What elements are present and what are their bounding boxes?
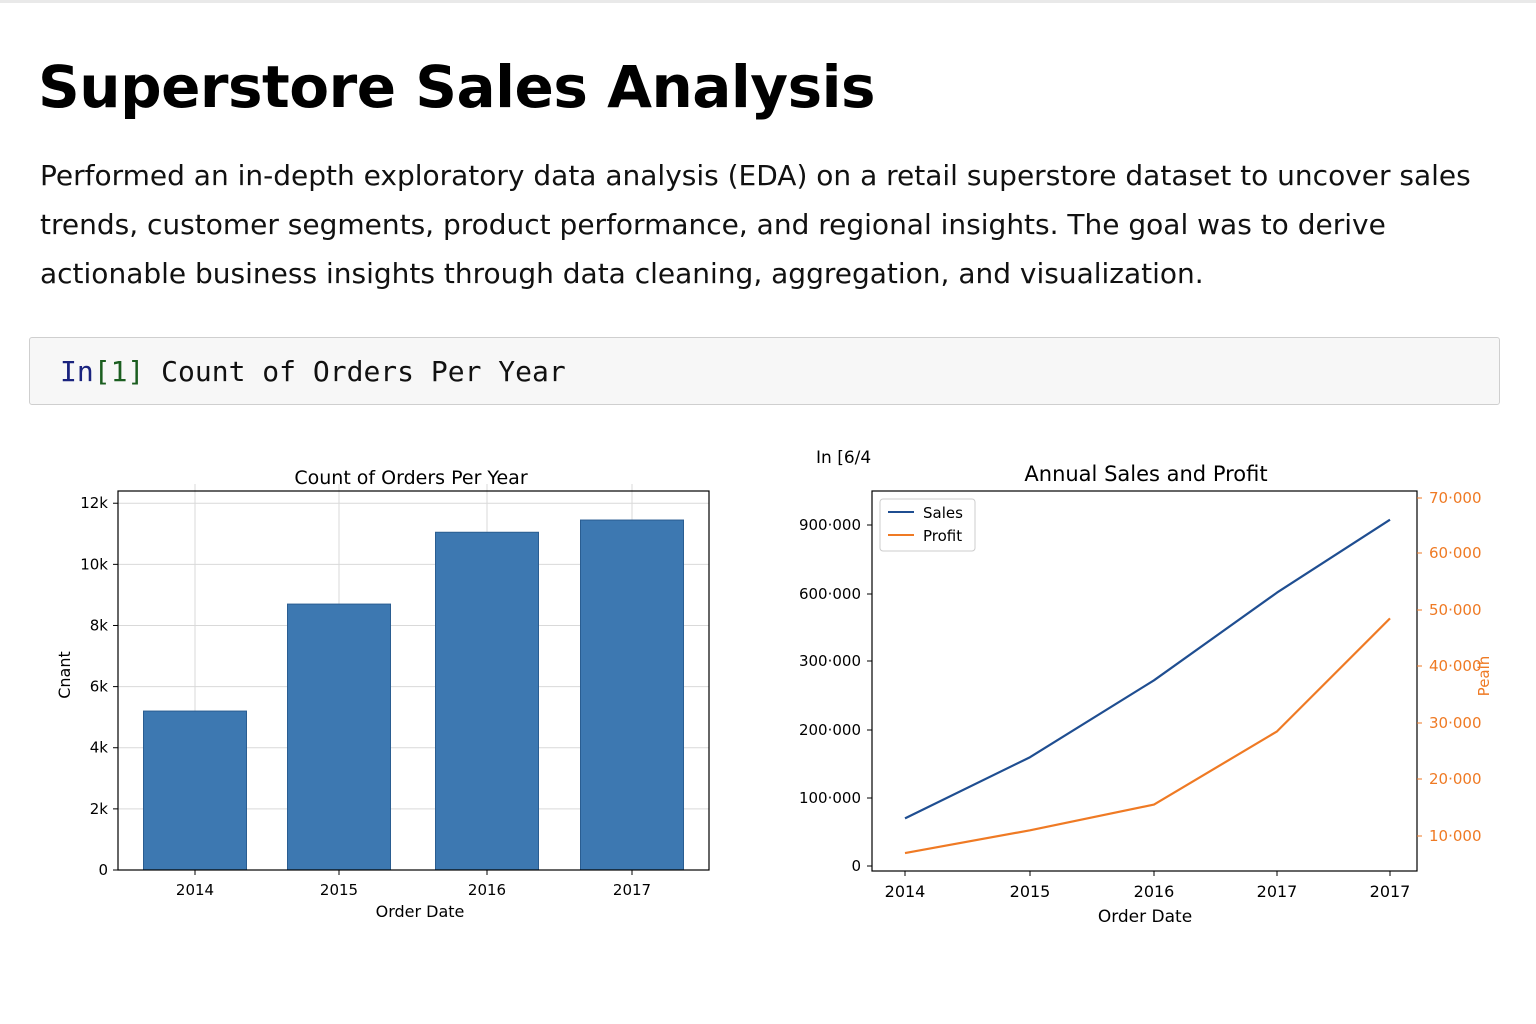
- line-x-tick-label: 2016: [1134, 882, 1175, 901]
- right-tick-label: 10·000: [1429, 827, 1482, 845]
- bar-y-tick-label: 10k: [80, 555, 108, 573]
- left-tick-label: 100·000: [799, 789, 861, 807]
- right-tick-label: 30·000: [1429, 714, 1482, 732]
- bar-chart-x-axis-label: Order Date: [376, 902, 465, 921]
- bar-chart-y-axis-label: Cnant: [55, 651, 74, 699]
- right-tick-label: 40·000: [1429, 657, 1482, 675]
- sales-profit-chart: In [6/4 Annual Sales and Profit 0 100·000…: [799, 448, 1493, 927]
- bar-chart-y-ticks: 0 2k 4k 6k 8k 10k 12k: [80, 494, 118, 879]
- bar-y-tick-label: 12k: [80, 494, 108, 512]
- line-x-tick-label: 2015: [1010, 882, 1051, 901]
- right-tick-label: 70·000: [1429, 489, 1482, 507]
- bar-y-tick-label: 8k: [90, 616, 109, 634]
- bar-x-tick-label: 2014: [176, 881, 214, 899]
- top-divider: [0, 0, 1536, 3]
- line-chart-x-axis-label: Order Date: [1098, 907, 1192, 927]
- right-tick-label: 50·000: [1429, 601, 1482, 619]
- input-prompt-label: In: [60, 355, 94, 388]
- left-tick-label: 300·000: [799, 652, 861, 670]
- bar-chart-bars: [143, 519, 684, 871]
- bar-2016: [435, 531, 539, 871]
- bar-y-tick-label: 4k: [90, 739, 109, 757]
- left-tick-label: 0: [851, 857, 861, 875]
- line-chart-legend: Sales Profit: [879, 498, 976, 552]
- bar-x-tick-label: 2017: [613, 881, 651, 899]
- bar-y-tick-label: 0: [98, 861, 108, 879]
- bar-x-tick-label: 2015: [320, 881, 358, 899]
- line-chart-left-ticks: 0 100·000 200·000 300·000 600·000 900·000: [799, 516, 872, 875]
- bar-2017: [580, 519, 684, 871]
- bar-x-tick-label: 2016: [468, 881, 506, 899]
- code-line: In[1] Count of Orders Per Year: [60, 354, 566, 390]
- bar-2015: [287, 603, 391, 871]
- page-title: Superstore Sales Analysis: [38, 53, 876, 121]
- code-cell[interactable]: In[1] Count of Orders Per Year: [29, 337, 1500, 405]
- line-chart-title: Annual Sales and Profit: [1024, 462, 1267, 486]
- line-chart-x-ticks: 2014 2015 2016 2017 2017: [885, 871, 1411, 901]
- bar-chart-frame: [117, 490, 710, 871]
- left-tick-label: 600·000: [799, 585, 861, 603]
- left-tick-label: 200·000: [799, 721, 861, 739]
- cell-prompt: In [6/4: [816, 448, 871, 468]
- line-chart-right-axis-label: Peaih: [1475, 656, 1493, 697]
- legend-profit-label: Profit: [923, 527, 962, 545]
- bar-2014: [143, 710, 247, 871]
- right-tick-label: 20·000: [1429, 770, 1482, 788]
- bar-chart-title: Count of Orders Per Year: [294, 467, 527, 489]
- line-chart-frame: [871, 490, 1418, 872]
- legend-sales-label: Sales: [923, 504, 963, 522]
- bar-y-tick-label: 6k: [90, 678, 109, 696]
- series-sales-line: [904, 518, 1391, 820]
- orders-per-year-chart: 0 2k 4k 6k 8k 10k 12k 2014 2015 2016 2017 Count o…: [55, 467, 710, 921]
- line-x-tick-label: 2014: [885, 882, 926, 901]
- line-x-tick-label: 2017: [1257, 882, 1298, 901]
- bar-y-tick-label: 2k: [90, 800, 109, 818]
- page-description: Performed an in-depth exploratory data a…: [40, 159, 1471, 290]
- left-tick-label: 900·000: [799, 516, 861, 534]
- line-chart-series: [904, 518, 1391, 855]
- code-text: Count of Orders Per Year: [161, 355, 566, 388]
- input-prompt-number: [1]: [93, 355, 145, 388]
- bar-chart-x-ticks: 2014 2015 2016 2017: [176, 870, 651, 899]
- series-profit-line: [904, 617, 1391, 855]
- line-x-tick-label: 2017: [1370, 882, 1411, 901]
- line-chart-right-ticks: 10·000 20·000 30·000 40·000 50·000 60·000 70·0…: [1417, 489, 1482, 845]
- right-tick-label: 60·000: [1429, 544, 1482, 562]
